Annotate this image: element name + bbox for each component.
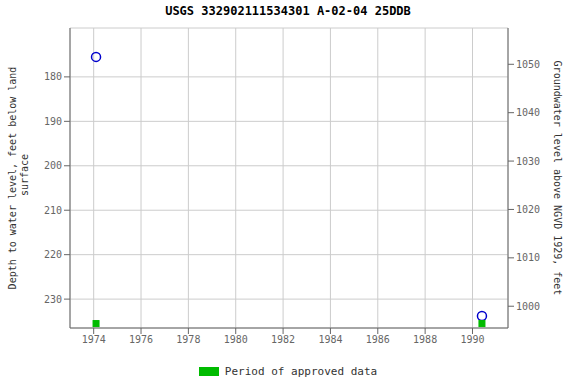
svg-text:190: 190 — [44, 116, 62, 127]
html-text:Period of approved data: Period of approved data — [224, 364, 378, 378]
svg-text:1976: 1976 — [129, 334, 153, 345]
svg-text:1984: 1984 — [318, 334, 342, 345]
html-text:USGS 332902111534301 A-02-04 2: USGS 332902111534301 A-02-04 25DDB — [165, 4, 411, 18]
svg-text:230: 230 — [44, 294, 62, 305]
svg-text:1020: 1020 — [516, 204, 540, 215]
svg-text:1980: 1980 — [224, 334, 248, 345]
svg-text:1010: 1010 — [516, 252, 540, 263]
svg-text:1050: 1050 — [516, 59, 540, 70]
svg-text:1982: 1982 — [271, 334, 295, 345]
svg-text:1040: 1040 — [516, 107, 540, 118]
svg-text:1000: 1000 — [516, 301, 540, 312]
svg-text:220: 220 — [44, 249, 62, 260]
svg-text:180: 180 — [44, 71, 62, 82]
svg-text:200: 200 — [44, 160, 62, 171]
svg-text:1978: 1978 — [176, 334, 200, 345]
svg-text:210: 210 — [44, 205, 62, 216]
svg-text:Depth to water level, feet bel: Depth to water level, feet below land su… — [8, 67, 30, 290]
svg-text:1990: 1990 — [460, 334, 484, 345]
svg-text:Groundwater level above NGVD 1: Groundwater level above NGVD 1929, feet — [553, 61, 564, 296]
svg-text:1030: 1030 — [516, 156, 540, 167]
svg-text:1988: 1988 — [413, 334, 437, 345]
svg-text:1974: 1974 — [82, 334, 106, 345]
svg-text:1986: 1986 — [366, 334, 390, 345]
